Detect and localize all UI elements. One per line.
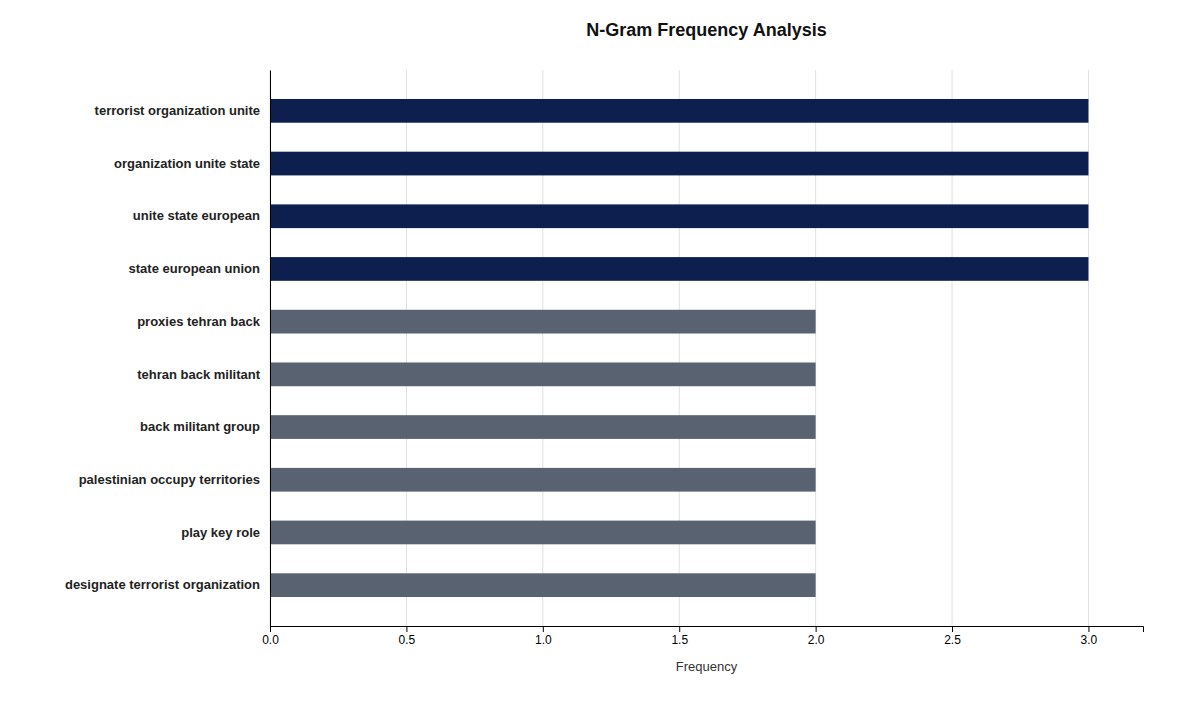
x-tick: 2.0	[808, 626, 825, 647]
y-tick-label: palestinian occupy territories	[79, 472, 260, 487]
x-tick: 0.5	[399, 626, 416, 647]
bar	[270, 468, 816, 492]
y-tick: back militant group	[140, 419, 260, 434]
x-tick-label: 1.0	[535, 633, 552, 647]
y-tick-label: organization unite state	[114, 156, 260, 171]
x-tick-label: 0.0	[262, 633, 279, 647]
bars	[270, 99, 1088, 597]
y-tick: organization unite state	[114, 156, 260, 171]
bar	[270, 362, 816, 386]
y-tick-label: designate terrorist organization	[65, 577, 260, 592]
title: N-Gram Frequency Analysis	[586, 20, 826, 40]
y-tick: state european union	[129, 261, 261, 276]
bar	[270, 257, 1088, 281]
y-tick: designate terrorist organization	[65, 577, 260, 592]
x-axis-title: Frequency	[676, 659, 738, 674]
x-axis-line	[271, 627, 1144, 633]
y-tick: proxies tehran back	[137, 314, 261, 329]
y-tick: tehran back militant	[137, 367, 260, 382]
x-tick: 1.5	[671, 626, 688, 647]
bar	[270, 204, 1088, 228]
y-tick-label: play key role	[181, 525, 260, 540]
x-tick-mark	[406, 626, 407, 632]
x-tick-label: 0.5	[399, 633, 416, 647]
bar	[270, 415, 816, 439]
bar	[270, 99, 1088, 123]
x-tick: 0.0	[262, 626, 279, 647]
y-tick-label: unite state european	[133, 208, 260, 223]
grid	[270, 70, 1088, 626]
chart: 0.0 0.5 1.0 1.5 2.0 2.5 3.0 designate terrorist…	[0, 0, 1183, 701]
y-tick-label: tehran back militant	[137, 367, 260, 382]
x-tick: 1.0	[535, 626, 552, 647]
x-axis: 0.0 0.5 1.0 1.5 2.0 2.5 3.0	[262, 626, 1143, 647]
x-tick: 2.5	[944, 626, 961, 647]
y-tick-label: back militant group	[140, 419, 260, 434]
y-tick: play key role	[181, 525, 260, 540]
x-tick-mark	[1088, 626, 1089, 632]
bar	[270, 152, 1088, 176]
plot-area: 0.0 0.5 1.0 1.5 2.0 2.5 3.0 designate terrorist…	[65, 70, 1144, 647]
bar	[270, 310, 816, 334]
x-tick-mark	[543, 626, 544, 632]
y-tick-label: proxies tehran back	[137, 314, 261, 329]
y-tick-label: state european union	[129, 261, 261, 276]
x-tick-mark	[952, 626, 953, 632]
y-axis: designate terrorist organization play key…	[65, 71, 271, 627]
bar	[270, 573, 816, 597]
y-axis-line	[270, 71, 271, 627]
y-tick: palestinian occupy territories	[79, 472, 260, 487]
x-tick-mark	[679, 626, 680, 632]
x-tick-label: 3.0	[1081, 633, 1098, 647]
x-tick-label: 2.0	[808, 633, 825, 647]
grid-line	[270, 70, 271, 626]
y-tick-label: terrorist organization unite	[95, 103, 260, 118]
x-tick-mark	[270, 626, 271, 632]
x-tick-label: 1.5	[671, 633, 688, 647]
x-tick-mark	[816, 626, 817, 632]
y-tick: terrorist organization unite	[95, 103, 260, 118]
x-tick: 3.0	[1081, 626, 1098, 647]
bar	[270, 521, 816, 545]
y-tick: unite state european	[133, 208, 260, 223]
x-tick-label: 2.5	[944, 633, 961, 647]
